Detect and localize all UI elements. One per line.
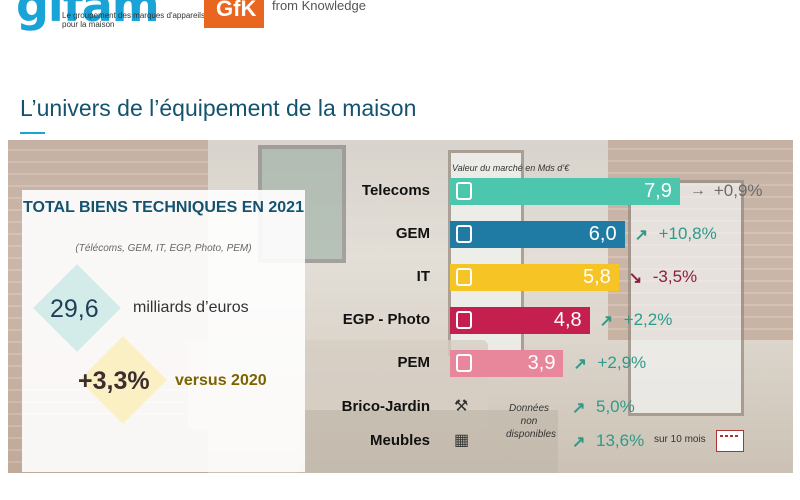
- total-unit: milliards d’euros: [133, 299, 249, 316]
- trend-up-icon: ↗: [573, 356, 587, 373]
- change-label: -3,5%: [652, 267, 698, 286]
- bar-value-label: 6,0: [588, 223, 617, 245]
- bar-value-label: 3,9: [527, 352, 556, 374]
- category-label: Telecoms: [361, 182, 430, 199]
- category-label: PEM: [397, 354, 430, 371]
- chart-caption: Valeur du marché en Mds d’€: [452, 163, 570, 173]
- bar: [450, 178, 680, 205]
- change-label: +0,9%: [713, 181, 763, 200]
- change-label: 13,6%: [596, 431, 645, 450]
- gfk-logo: GfK: [216, 0, 257, 21]
- bar: [450, 221, 625, 248]
- summary-subtitle: (Télécoms, GEM, IT, EGP, Photo, PEM): [75, 243, 252, 254]
- phone-icon: [456, 182, 472, 200]
- change-label: 5,0%: [596, 397, 635, 416]
- category-label: IT: [416, 268, 430, 285]
- gfk-tagline: from Knowledge: [272, 0, 366, 13]
- change-label: +2,9%: [597, 353, 647, 372]
- bar-value-label: 5,8: [582, 266, 611, 288]
- trend-up-icon: ↗: [572, 434, 586, 451]
- vacuum-icon: [456, 354, 472, 372]
- not-available-note: Données non disponibles: [506, 403, 557, 440]
- change-label: +10,8%: [658, 224, 717, 243]
- total-value: 29,6: [50, 295, 99, 323]
- trend-up-icon: ↗: [599, 313, 614, 330]
- bar: [450, 264, 619, 291]
- trend-up-icon: ↗: [634, 227, 648, 244]
- bar-value-label: 4,8: [553, 309, 582, 331]
- category-label: Brico-Jardin: [341, 398, 430, 415]
- gfk-logo-box: [204, 0, 264, 28]
- title-underline: [20, 132, 45, 134]
- category-label: Meubles: [369, 432, 430, 449]
- growth-text: versus 2020: [175, 372, 267, 389]
- trend-up-icon: ↗: [572, 400, 586, 417]
- summary-title: TOTAL BIENS TECHNIQUES EN 2021: [23, 199, 304, 216]
- trend-down-icon: ↘: [628, 270, 643, 287]
- period-note: sur 10 mois: [654, 434, 706, 445]
- washing-machine-icon: [456, 225, 472, 243]
- bar-value-label: 7,9: [644, 180, 672, 202]
- bar: [450, 307, 590, 334]
- tools-icon: ⚒: [454, 398, 469, 415]
- tv-icon: [456, 311, 472, 329]
- calendar-icon: [716, 430, 744, 452]
- gifam-tagline: Le groupement des marques d'appareils po…: [62, 11, 205, 29]
- category-label: EGP - Photo: [342, 311, 430, 328]
- gifam-logo: gifam: [16, 0, 160, 32]
- furniture-icon: ▦: [454, 432, 470, 449]
- change-label: +2,2%: [623, 310, 673, 329]
- category-label: GEM: [395, 225, 430, 242]
- growth-value: +3,3%: [78, 367, 150, 395]
- laptop-icon: [456, 268, 472, 286]
- trend-flat-icon: →: [689, 182, 706, 199]
- page-title: L’univers de l’équipement de la maison: [20, 95, 417, 121]
